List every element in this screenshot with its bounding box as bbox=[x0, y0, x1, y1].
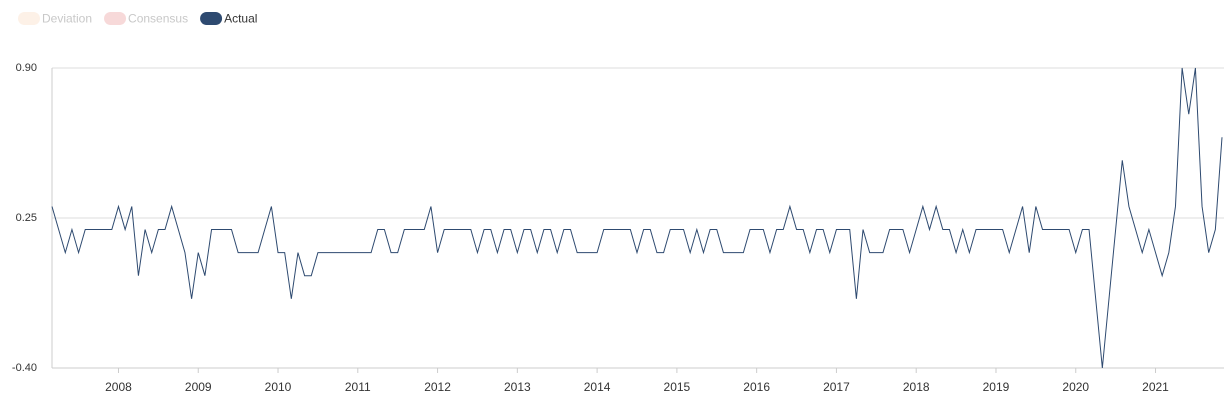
x-tick-label: 2021 bbox=[1142, 380, 1169, 394]
x-tick-label: 2009 bbox=[185, 380, 212, 394]
x-tick-label: 2020 bbox=[1062, 380, 1089, 394]
x-tick-label: 2017 bbox=[823, 380, 850, 394]
x-tick-label: 2012 bbox=[424, 380, 451, 394]
data-line bbox=[51, 67, 1223, 369]
x-tick-label: 2019 bbox=[983, 380, 1010, 394]
x-tick-label: 2015 bbox=[664, 380, 691, 394]
legend-swatch[interactable] bbox=[200, 12, 223, 25]
legend-label[interactable]: Consensus bbox=[128, 12, 188, 26]
legend-label[interactable]: Deviation bbox=[42, 12, 92, 26]
y-tick-label: -0.40 bbox=[12, 362, 37, 374]
x-tick-label: 2016 bbox=[743, 380, 770, 394]
legend-swatch[interactable] bbox=[18, 12, 40, 25]
legend-label[interactable]: Actual bbox=[224, 12, 257, 26]
x-tick-label: 2013 bbox=[504, 380, 531, 394]
y-tick-label: 0.90 bbox=[16, 62, 37, 74]
y-tick-label: 0.25 bbox=[16, 212, 37, 224]
legend-swatch[interactable] bbox=[104, 12, 127, 25]
x-tick-label: 2011 bbox=[345, 380, 371, 394]
x-tick-label: 2008 bbox=[105, 380, 132, 394]
x-tick-label: 2018 bbox=[903, 380, 930, 394]
x-tick-label: 2014 bbox=[584, 380, 611, 394]
x-tick-label: 2010 bbox=[265, 380, 292, 394]
